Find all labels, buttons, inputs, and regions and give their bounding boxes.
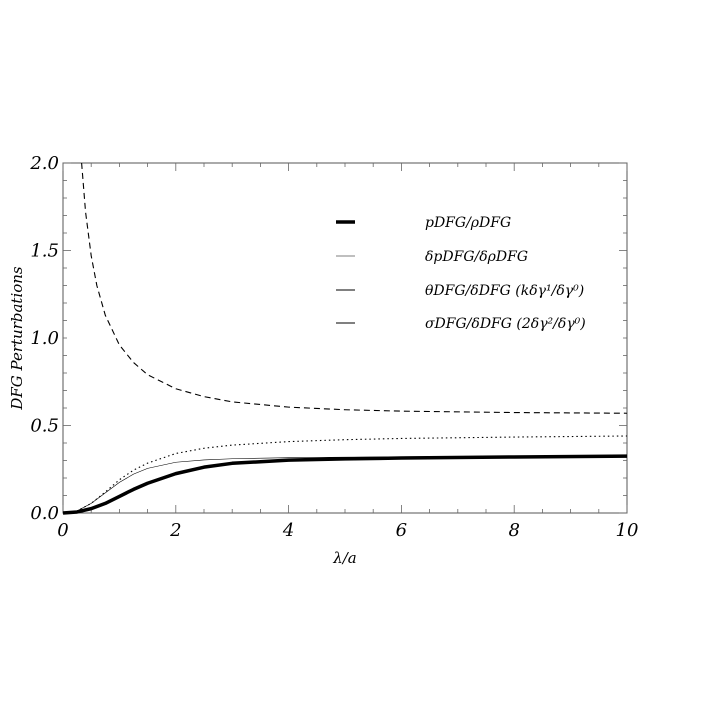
- x-tick-label-2: 2: [169, 520, 181, 541]
- x-tick-label-0: 0: [57, 520, 68, 541]
- y-tick-label-1-5: 1.5: [30, 241, 59, 262]
- x-tick-label-8: 8: [508, 520, 519, 541]
- legend: pDFG/ρDFG δpDFG/δρDFG θDFG/δDFG (kδγ¹/δγ…: [336, 215, 586, 332]
- y-tick-label-1-0: 1.0: [30, 328, 59, 349]
- x-axis-label: λ/a: [332, 549, 357, 567]
- x-tick-label-4: 4: [282, 520, 294, 541]
- x-tick-label-6: 6: [396, 520, 407, 541]
- legend-label-0: pDFG/ρDFG: [425, 215, 511, 231]
- y-tick-label-0: 0.0: [30, 503, 59, 524]
- y-axis-label: DFG Perturbations: [8, 266, 26, 411]
- legend-label-1: δpDFG/δρDFG: [425, 249, 528, 265]
- x-tick-label-10: 10: [616, 520, 639, 541]
- y-tick-labels: 0.0 0.5 1.0 1.5 2.0: [29, 153, 59, 524]
- series-line-3: [81, 162, 628, 414]
- y-tick-label-2-0: 2.0: [29, 153, 59, 174]
- legend-label-2: θDFG/δDFG (kδγ¹/δγ⁰): [425, 283, 584, 299]
- axis-ticks: [62, 162, 628, 514]
- legend-label-3: σDFG/δDFG (2δγ²/δγ⁰): [425, 316, 586, 332]
- x-tick-labels: 0 2 4 6 8 10: [57, 520, 638, 541]
- series-line-0: [62, 454, 628, 515]
- series-group: [62, 162, 628, 515]
- series-line-2: [62, 435, 628, 514]
- y-tick-label-0-5: 0.5: [30, 416, 59, 437]
